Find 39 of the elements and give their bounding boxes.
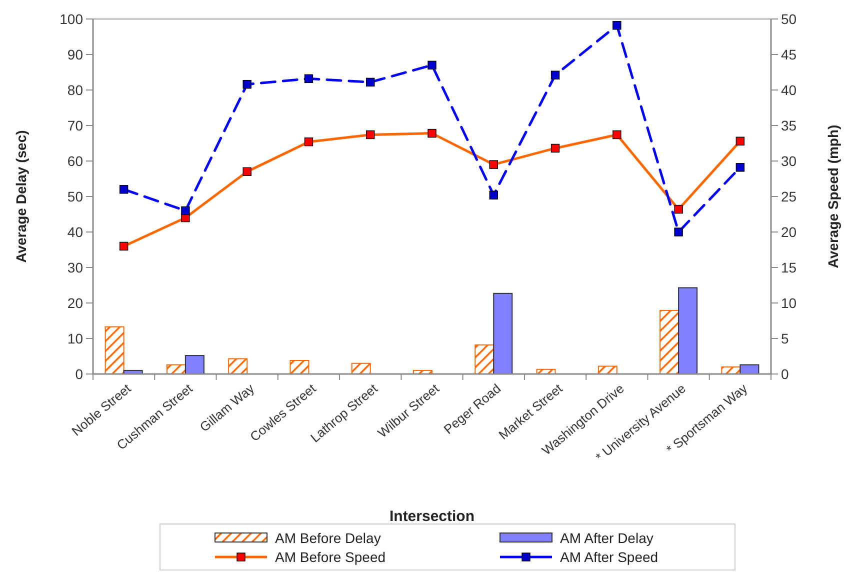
y2-tick-label: 25: [781, 188, 797, 204]
y-tick-label: 100: [60, 11, 84, 27]
y2-tick-label: 35: [781, 118, 797, 134]
y-tick-label: 90: [67, 46, 84, 62]
y-tick-label: 10: [67, 330, 84, 346]
y-tick-label: 40: [67, 224, 84, 240]
y-axis-title: Average Delay (sec): [13, 130, 29, 263]
y-tick-label: 30: [67, 260, 84, 276]
bar: [104, 326, 124, 374]
legend-label: AM Before Delay: [275, 530, 381, 546]
bar: [290, 360, 310, 374]
y-tick-label: 50: [67, 188, 84, 204]
legend-label: AM Before Speed: [275, 549, 386, 565]
y2-tick-label: 10: [781, 295, 797, 311]
y-tick-label: 80: [67, 82, 84, 98]
y2-tick-label: 40: [781, 82, 797, 98]
bar: [228, 358, 248, 374]
bar: [351, 362, 371, 374]
y2-tick-label: 5: [781, 330, 789, 346]
y2-tick-label: 30: [781, 153, 797, 169]
y2-tick-label: 45: [781, 46, 797, 62]
y2-tick-label: 50: [781, 11, 797, 27]
y2-tick-label: 15: [781, 260, 797, 276]
legend-label: AM After Speed: [560, 549, 658, 565]
bar: [678, 287, 698, 374]
y-tick-label: 0: [75, 366, 84, 382]
y-tick-label: 60: [67, 153, 84, 169]
y2-tick-label: 0: [781, 366, 789, 382]
bar: [493, 292, 513, 374]
bar: [474, 344, 494, 374]
bar: [660, 310, 680, 374]
y-tick-label: 20: [67, 295, 84, 311]
y2-tick-label: 20: [781, 224, 797, 240]
bar: [184, 355, 204, 374]
x-axis-title: Intersection: [389, 508, 475, 525]
bar: [598, 366, 618, 374]
y2-axis-title: Average Speed (mph): [825, 124, 841, 268]
y-tick-label: 70: [67, 118, 84, 134]
legend-label: AM After Delay: [560, 530, 654, 546]
